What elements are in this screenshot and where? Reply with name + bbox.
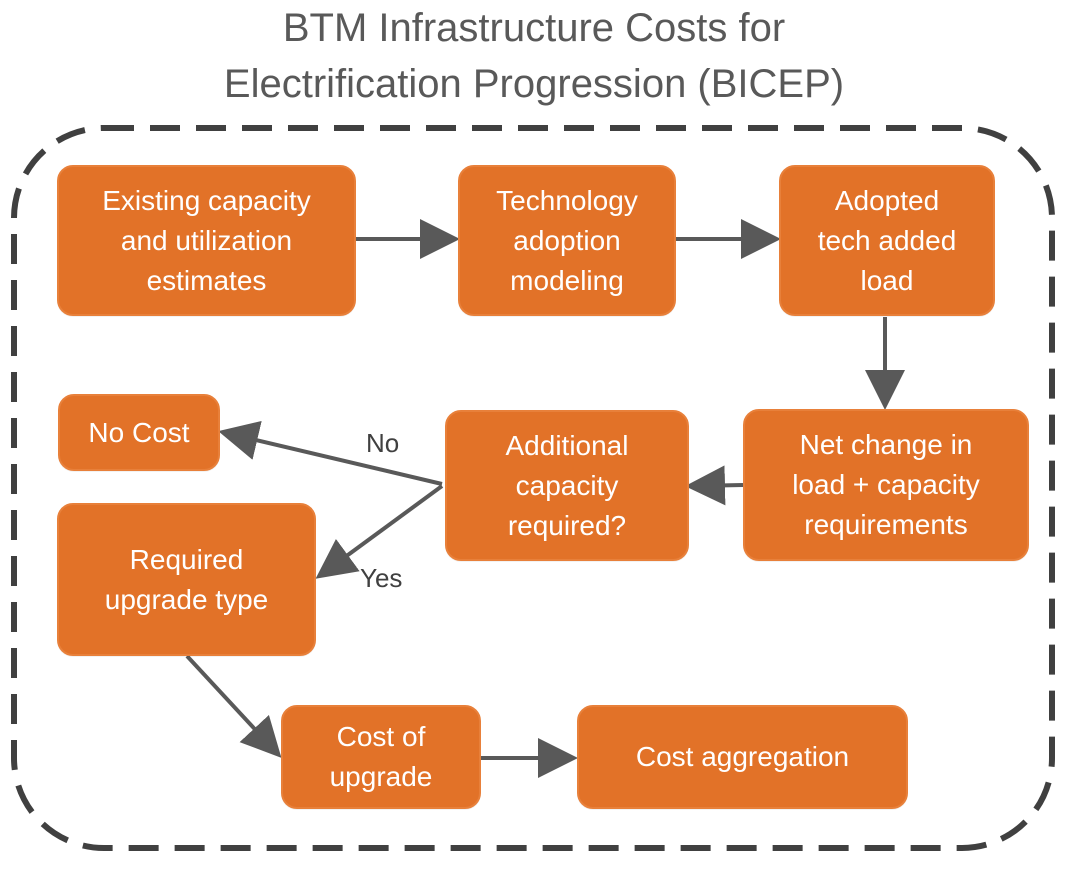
node-no-cost: No Cost — [58, 394, 220, 471]
dashed-boundary — [11, 125, 1055, 851]
arrow-additional-to-nocost — [218, 420, 443, 486]
arrow-upgrade-to-cost — [185, 654, 282, 758]
node-adopted-load: Adopted tech added load — [779, 165, 995, 316]
arrow-net-to-additional — [685, 465, 744, 506]
title-line-2: Electrification Progression (BICEP) — [223, 62, 845, 106]
node-net-change: Net change in load + capacity requiremen… — [743, 409, 1029, 561]
edge-label-yes: Yes — [360, 563, 403, 593]
edge-label-no: No — [366, 428, 400, 458]
node-cost-aggregation: Cost aggregation — [577, 705, 908, 809]
node-existing-capacity: Existing capacity and utilization estima… — [57, 165, 356, 316]
node-technology-adoption: Technology adoption modeling — [458, 165, 676, 316]
node-additional-capacity: Additional capacity required? — [445, 410, 689, 561]
node-required-upgrade-type: Required upgrade type — [57, 503, 316, 656]
node-cost-of-upgrade: Cost of upgrade — [281, 705, 481, 809]
title-line-1: BTM Infrastructure Costs for — [282, 6, 786, 50]
arrow-additional-to-upgrade — [315, 484, 444, 579]
